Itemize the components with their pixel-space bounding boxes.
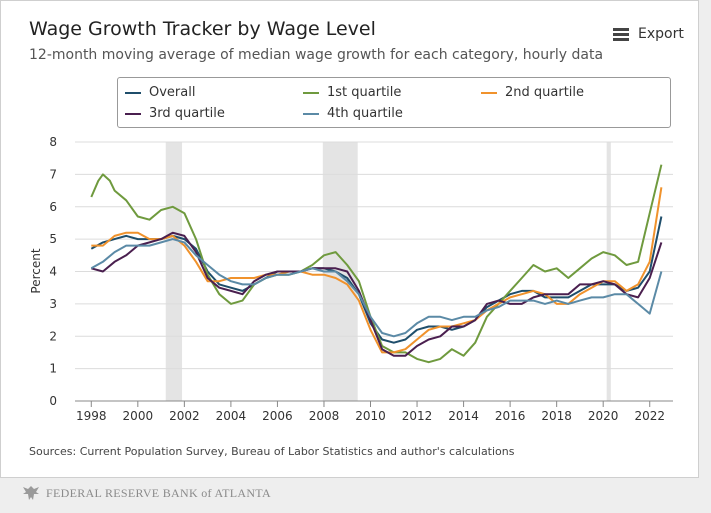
footer-logo[interactable]: FEDERAL RESERVE BANK of ATLANTA — [21, 484, 271, 502]
legend-item-2nd-quartile[interactable]: 2nd quartile — [481, 85, 584, 100]
x-tick-label: 2000 — [123, 409, 154, 423]
x-tick-label: 2010 — [355, 409, 386, 423]
chart-legend: Overall 1st quartile 2nd quartile 3rd qu… — [117, 77, 671, 128]
legend-item-3rd-quartile[interactable]: 3rd quartile — [125, 106, 225, 121]
chart-title: Wage Growth Tracker by Wage Level — [29, 18, 376, 40]
y-axis: 0 1 2 3 4 5 6 7 8 — [49, 135, 57, 408]
legend-swatch — [125, 112, 141, 115]
x-tick-label: 2002 — [169, 409, 200, 423]
x-tick-label: 2004 — [216, 409, 247, 423]
x-tick-label: 2014 — [448, 409, 479, 423]
x-tick-label: 2012 — [402, 409, 433, 423]
y-axis-label: Percent — [29, 248, 43, 293]
hamburger-menu-icon — [613, 27, 629, 41]
legend-item-overall[interactable]: Overall — [125, 85, 195, 100]
x-tick-label: 2006 — [262, 409, 293, 423]
legend-swatch — [481, 91, 497, 94]
y-tick-label: 3 — [49, 297, 57, 311]
y-tick-label: 6 — [49, 200, 57, 214]
x-tick-label: 1998 — [76, 409, 107, 423]
y-tick-label: 2 — [49, 329, 57, 343]
export-label: Export — [638, 26, 684, 42]
line-chart: 0 1 2 3 4 5 6 7 8 1998 2000 2002 2004 2006 2008 2010 20… — [29, 135, 673, 423]
y-tick-label: 8 — [49, 135, 57, 149]
y-tick-label: 4 — [49, 265, 57, 279]
legend-label: 4th quartile — [327, 106, 403, 121]
footer-text: FEDERAL RESERVE BANK of ATLANTA — [46, 485, 271, 500]
series-line-3rd-quartile — [91, 231, 663, 357]
x-tick-label: 2022 — [634, 409, 665, 423]
x-tick-label: 2020 — [588, 409, 619, 423]
y-tick-label: 7 — [49, 167, 57, 181]
legend-label: 2nd quartile — [505, 85, 585, 100]
legend-swatch — [125, 91, 141, 94]
x-axis: 1998 2000 2002 2004 2006 2008 2010 2012 2014 2016… — [76, 401, 665, 423]
series-line-4th-quartile — [90, 238, 663, 338]
eagle-seal-icon — [23, 486, 39, 500]
series-lines — [90, 164, 663, 364]
legend-swatch — [303, 91, 319, 94]
x-tick-label: 2018 — [541, 409, 572, 423]
legend-label: 1st quartile — [327, 85, 402, 100]
chart-card: Wage Growth Tracker by Wage Level 12-mon… — [0, 0, 699, 478]
legend-label: 3rd quartile — [149, 106, 225, 121]
y-tick-label: 0 — [49, 394, 57, 408]
legend-label: Overall — [149, 85, 196, 100]
chart-subtitle: 12-month moving average of median wage g… — [29, 47, 604, 63]
gridlines — [75, 141, 673, 402]
series-line-1st-quartile — [90, 164, 663, 364]
legend-item-4th-quartile[interactable]: 4th quartile — [303, 106, 403, 121]
sources-note: Sources: Current Population Survey, Bure… — [29, 445, 515, 458]
y-tick-label: 5 — [49, 232, 57, 246]
x-tick-label: 2016 — [495, 409, 526, 423]
legend-item-1st-quartile[interactable]: 1st quartile — [303, 85, 401, 100]
legend-swatch — [303, 112, 319, 115]
x-tick-label: 2008 — [309, 409, 340, 423]
y-tick-label: 1 — [49, 362, 57, 376]
export-button[interactable]: Export — [613, 26, 684, 42]
